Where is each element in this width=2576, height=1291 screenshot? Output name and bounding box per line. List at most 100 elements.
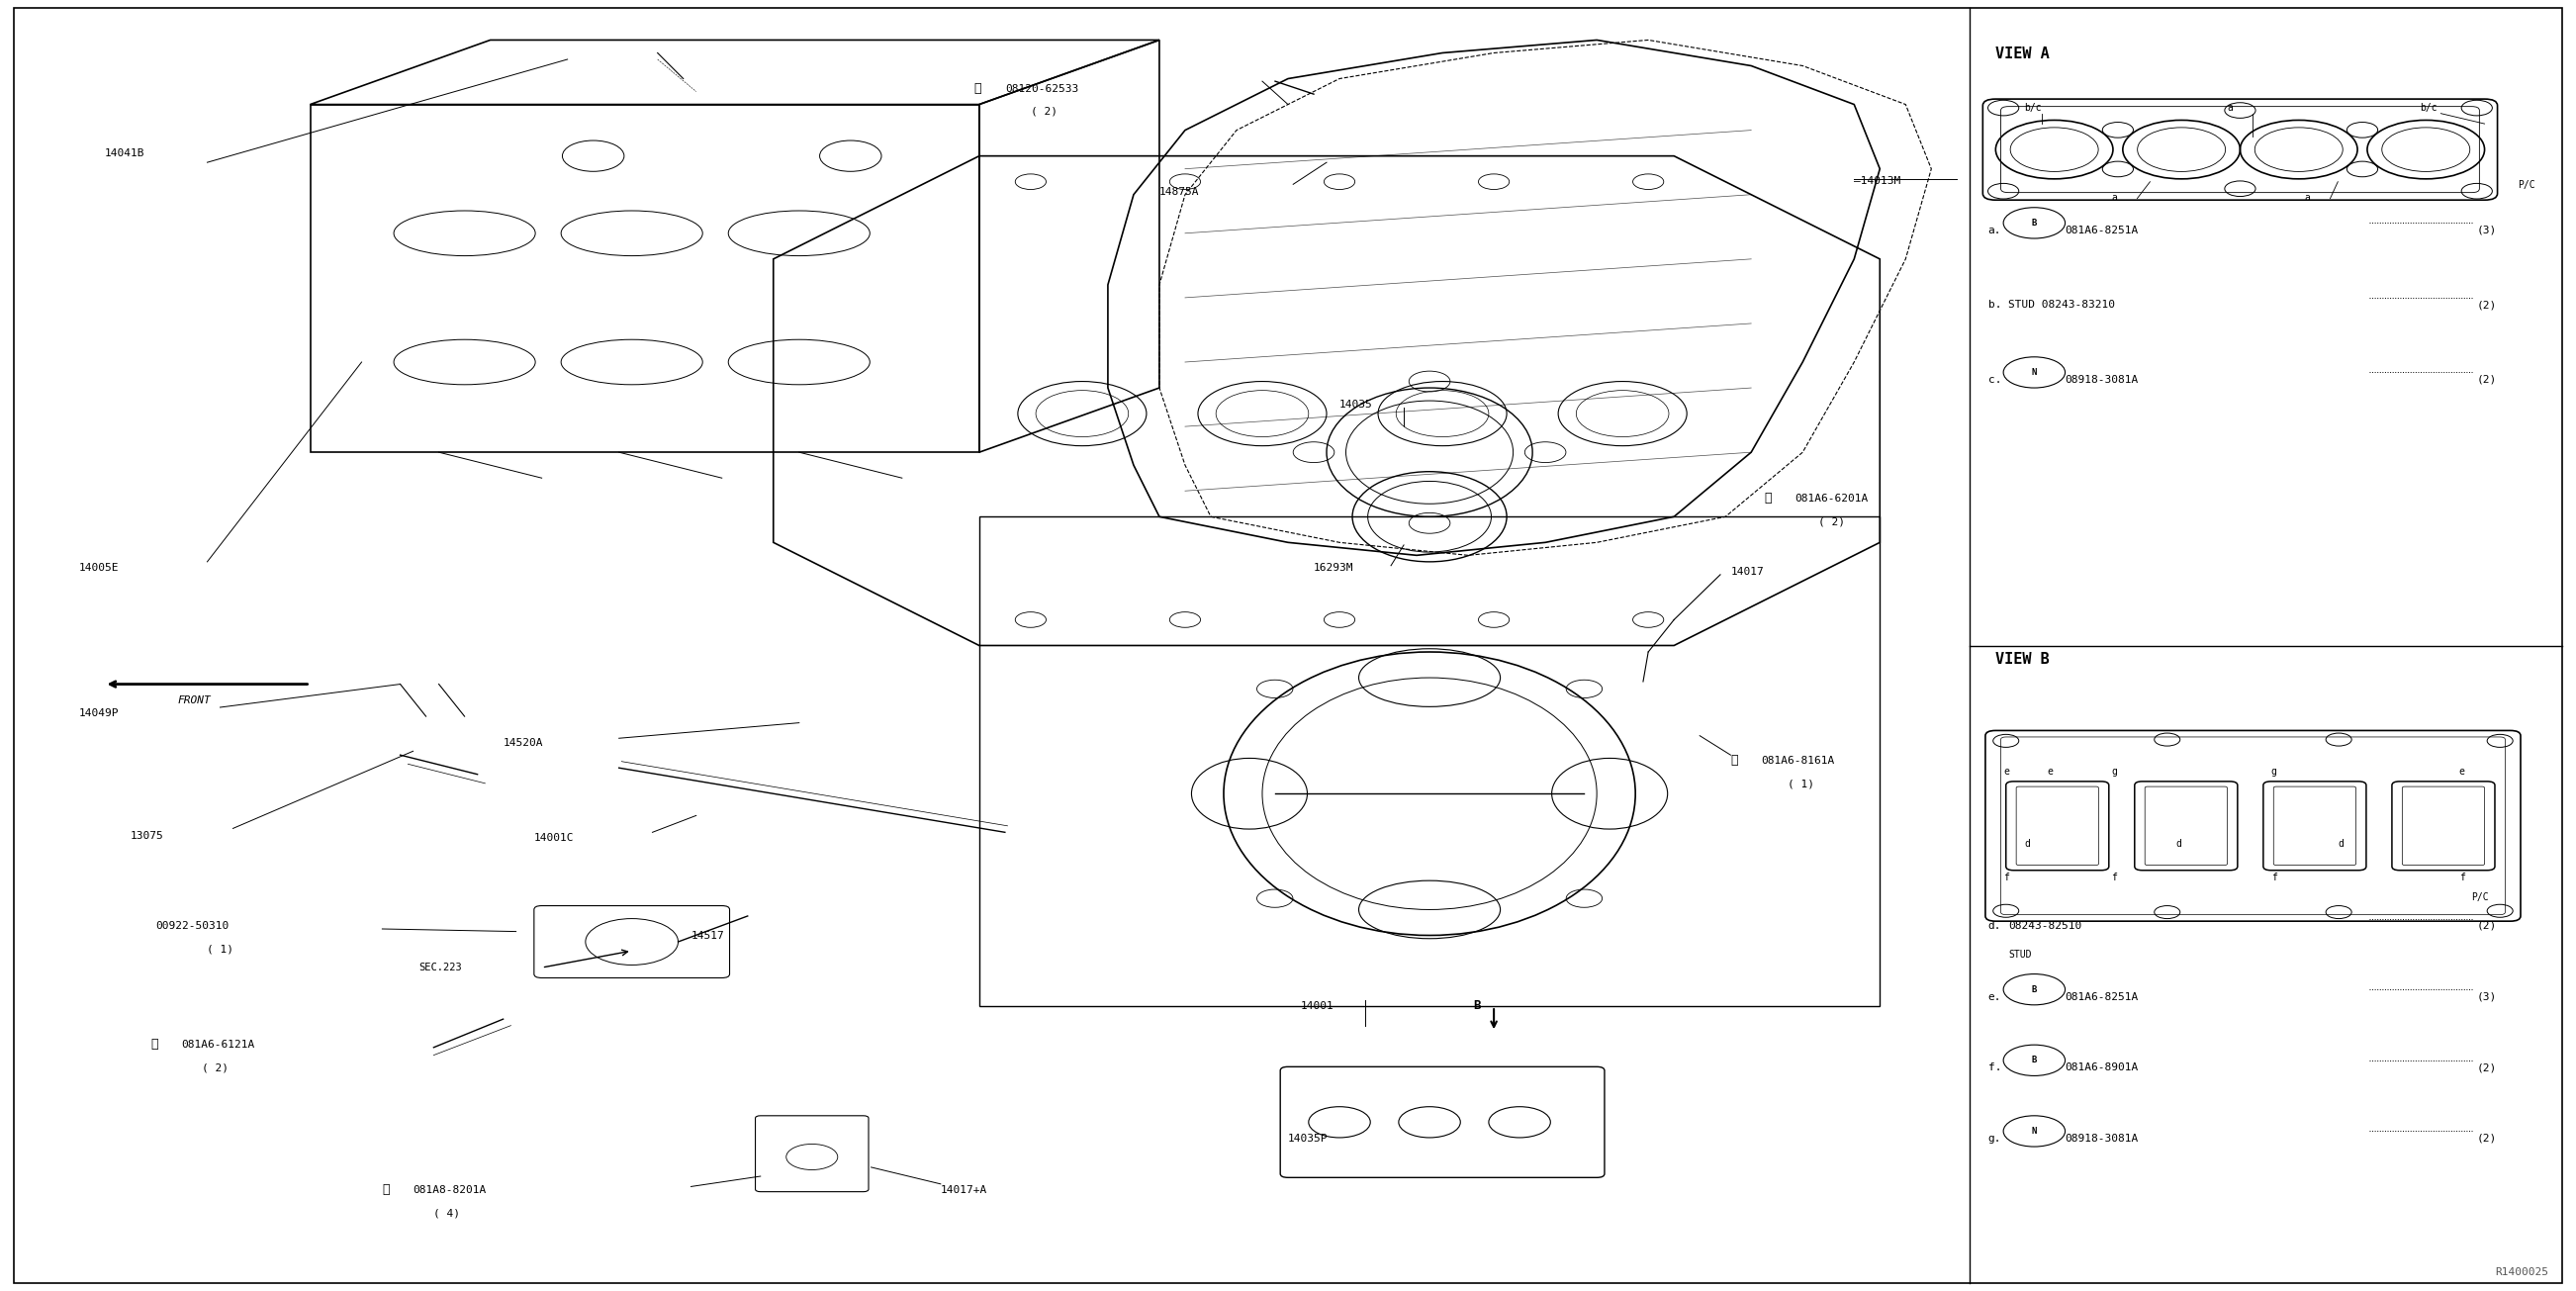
Text: (2): (2) [2478, 374, 2496, 385]
Text: 081A6-8251A: 081A6-8251A [2066, 226, 2138, 235]
Text: Ⓑ: Ⓑ [974, 81, 981, 94]
FancyBboxPatch shape [2007, 781, 2110, 870]
Text: VIEW B: VIEW B [1996, 652, 2050, 666]
FancyBboxPatch shape [2017, 786, 2099, 865]
Text: 08918-3081A: 08918-3081A [2066, 374, 2138, 385]
Text: 14001C: 14001C [533, 834, 574, 843]
FancyBboxPatch shape [1984, 99, 2496, 200]
Text: STUD 08243-83210: STUD 08243-83210 [2009, 300, 2115, 310]
FancyBboxPatch shape [2146, 786, 2228, 865]
Bar [979, 516, 1880, 1006]
Text: ( 1): ( 1) [206, 944, 234, 954]
Text: Ⓑ: Ⓑ [381, 1183, 389, 1195]
Text: e.: e. [1989, 991, 2002, 1002]
Text: 081A6-8161A: 081A6-8161A [1762, 757, 1834, 766]
Text: d: d [2339, 839, 2344, 848]
FancyBboxPatch shape [2264, 781, 2367, 870]
Text: (2): (2) [2478, 1133, 2496, 1144]
Text: ( 4): ( 4) [433, 1208, 461, 1219]
Text: FRONT: FRONT [178, 696, 211, 705]
Text: ( 2): ( 2) [1819, 516, 1844, 527]
FancyBboxPatch shape [2002, 106, 2481, 192]
Text: P/C: P/C [2473, 892, 2488, 902]
Text: ( 2): ( 2) [201, 1062, 229, 1073]
Text: 081A6-8901A: 081A6-8901A [2066, 1062, 2138, 1073]
Text: SEC.223: SEC.223 [417, 962, 461, 972]
FancyBboxPatch shape [1986, 731, 2519, 922]
FancyBboxPatch shape [755, 1115, 868, 1192]
FancyBboxPatch shape [2002, 737, 2504, 915]
FancyBboxPatch shape [1280, 1066, 1605, 1177]
Text: P/C: P/C [2517, 181, 2535, 190]
Text: e: e [2004, 767, 2009, 776]
Text: e: e [2048, 767, 2053, 776]
Text: 00922-50310: 00922-50310 [155, 920, 229, 931]
Text: d: d [2177, 839, 2182, 848]
Text: B: B [2032, 218, 2038, 227]
Text: ( 1): ( 1) [1788, 780, 1814, 789]
Text: 16293M: 16293M [1314, 563, 1355, 573]
Text: ( 2): ( 2) [1030, 107, 1056, 116]
Text: 14520A: 14520A [502, 738, 544, 747]
Text: (2): (2) [2478, 920, 2496, 931]
Text: N: N [2032, 368, 2038, 377]
Text: b.: b. [1989, 300, 2002, 310]
Text: g.: g. [1989, 1133, 2002, 1144]
FancyBboxPatch shape [533, 906, 729, 977]
Text: (2): (2) [2478, 300, 2496, 310]
Text: 14035P: 14035P [1288, 1133, 1329, 1144]
Text: B: B [2032, 1056, 2038, 1065]
Text: 081A6-8251A: 081A6-8251A [2066, 991, 2138, 1002]
Text: B: B [2032, 985, 2038, 994]
Text: R1400025: R1400025 [2496, 1266, 2548, 1277]
Text: 14035: 14035 [1340, 399, 1373, 409]
Text: 081A6-6201A: 081A6-6201A [1795, 493, 1868, 503]
Text: a: a [2228, 103, 2233, 112]
Text: 13075: 13075 [129, 831, 162, 840]
Text: f: f [2004, 871, 2009, 882]
Text: STUD: STUD [2009, 949, 2032, 959]
Text: 14049P: 14049P [80, 709, 118, 718]
Text: 08918-3081A: 08918-3081A [2066, 1133, 2138, 1144]
Text: 081A6-6121A: 081A6-6121A [180, 1039, 255, 1050]
Text: 14517: 14517 [690, 931, 724, 941]
Text: 14017: 14017 [1731, 567, 1765, 577]
Text: Ⓑ: Ⓑ [1731, 754, 1739, 767]
Text: 14875A: 14875A [1159, 187, 1200, 196]
FancyBboxPatch shape [2275, 786, 2357, 865]
FancyBboxPatch shape [2403, 786, 2486, 865]
Text: b/c: b/c [2421, 103, 2437, 112]
Text: a: a [2306, 194, 2311, 203]
Text: 081A8-8201A: 081A8-8201A [412, 1185, 487, 1195]
Text: 14005E: 14005E [80, 563, 118, 573]
Text: a.: a. [1989, 226, 2002, 235]
Text: Ⓑ: Ⓑ [1765, 492, 1772, 505]
Text: a: a [2112, 194, 2117, 203]
Text: g: g [2272, 767, 2277, 776]
Text: 08243-82510: 08243-82510 [2009, 920, 2081, 931]
Text: N: N [2032, 1127, 2038, 1136]
Text: c.: c. [1989, 374, 2002, 385]
Text: f: f [2112, 871, 2117, 882]
Text: b/c: b/c [2025, 103, 2040, 112]
FancyBboxPatch shape [2393, 781, 2494, 870]
Text: 14041B: 14041B [103, 148, 144, 158]
Text: 14001: 14001 [1301, 1001, 1334, 1011]
Text: d: d [2025, 839, 2030, 848]
Text: f: f [2272, 871, 2277, 882]
Text: (3): (3) [2478, 226, 2496, 235]
FancyBboxPatch shape [2136, 781, 2239, 870]
Text: f.: f. [1989, 1062, 2002, 1073]
Text: g: g [2112, 767, 2117, 776]
Text: Ⓑ: Ⓑ [149, 1038, 157, 1051]
Text: —14013M: —14013M [1855, 177, 1901, 186]
Text: (3): (3) [2478, 991, 2496, 1002]
Text: VIEW A: VIEW A [1996, 46, 2050, 61]
Text: f: f [2460, 871, 2465, 882]
Text: 14017+A: 14017+A [940, 1185, 987, 1195]
Text: 08120-62533: 08120-62533 [1005, 84, 1079, 93]
Text: d.: d. [1989, 920, 2002, 931]
Text: B: B [1473, 999, 1481, 1012]
Text: e: e [2460, 767, 2465, 776]
Text: (2): (2) [2478, 1062, 2496, 1073]
